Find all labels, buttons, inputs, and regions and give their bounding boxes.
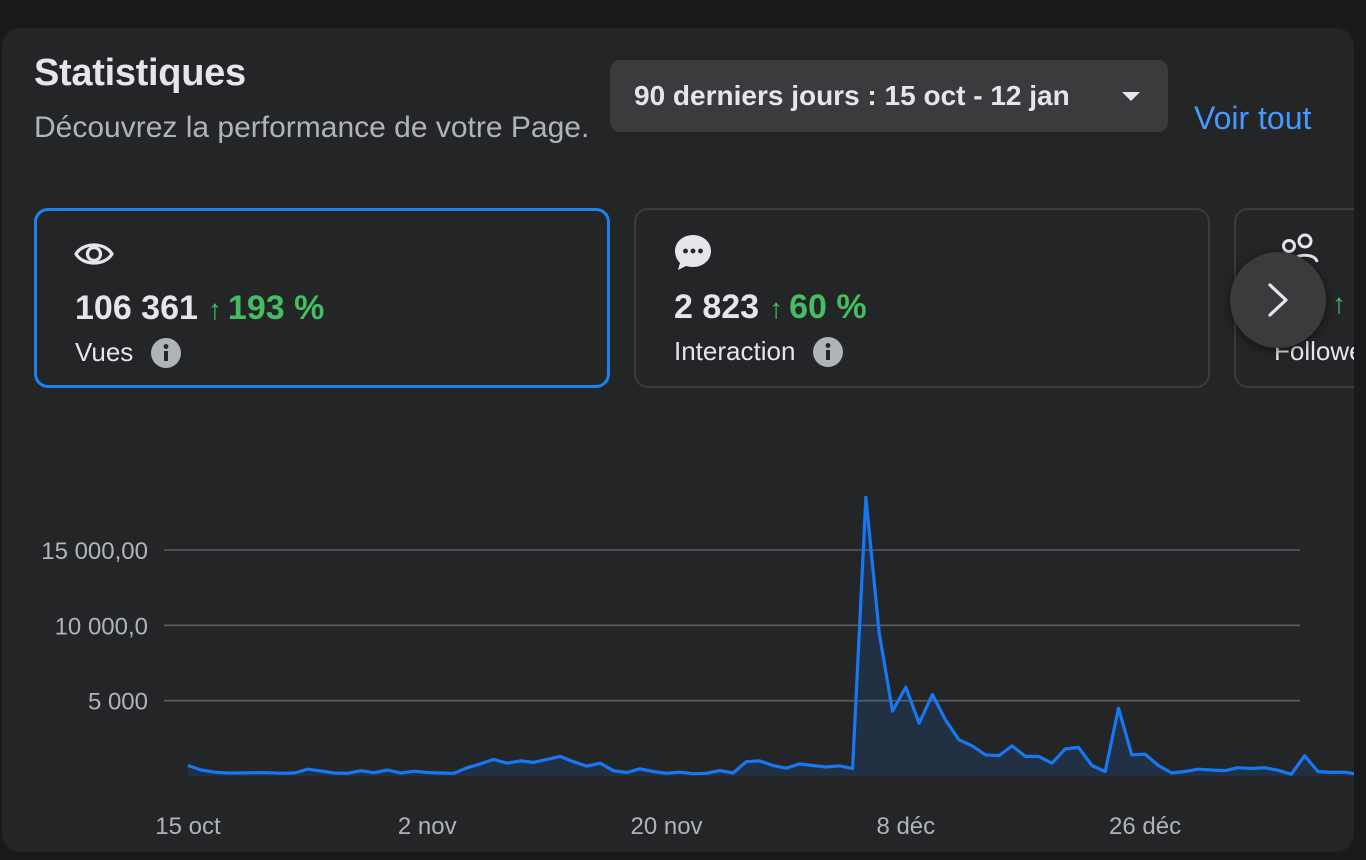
- date-range-label: 90 derniers jours : 15 oct - 12 jan: [634, 80, 1070, 111]
- info-icon[interactable]: [151, 337, 182, 368]
- metric-value-row: 2 823 ↑ 60 %: [674, 288, 867, 327]
- page-subtitle: Découvrez la performance de votre Page.: [34, 111, 590, 144]
- views-area-fill: [188, 497, 1354, 776]
- chat-bubble-icon: [675, 235, 711, 270]
- y-tick-label: 10 000,0: [55, 613, 148, 640]
- date-range-dropdown[interactable]: 90 derniers jours : 15 oct - 12 jan: [610, 60, 1168, 132]
- metric-label-row: Interaction: [674, 336, 844, 367]
- caret-down-icon: [1122, 92, 1140, 101]
- y-axis-ticks: 15 000,00 10 000,0 5 000: [41, 538, 148, 716]
- metric-label: Interaction: [674, 336, 796, 366]
- views-line: [187, 495, 1354, 776]
- x-axis-ticks: 15 oct 2 nov 20 nov 8 déc 26 déc: [155, 813, 1181, 840]
- y-tick-label: 15 000,00: [41, 538, 148, 565]
- info-icon[interactable]: [813, 336, 844, 367]
- metric-label-row: Vues: [75, 337, 182, 368]
- y-tick-label: 5 000: [88, 689, 148, 716]
- metric-card-views[interactable]: 106 361 ↑ 193 % Vues: [34, 208, 610, 388]
- x-tick-label: 8 déc: [876, 813, 935, 840]
- metric-value-row: ↑: [1322, 288, 1346, 320]
- chart-grid: [164, 549, 1300, 702]
- x-tick-label: 20 nov: [631, 813, 703, 840]
- x-tick-label: 26 déc: [1109, 813, 1181, 840]
- metric-value-row: 106 361 ↑ 193 %: [75, 289, 324, 328]
- carousel-next-button[interactable]: [1230, 252, 1326, 348]
- metric-value: 2 823: [674, 288, 760, 326]
- arrow-up-icon: ↑: [1332, 288, 1346, 319]
- see-all-link[interactable]: Voir tout: [1194, 100, 1312, 136]
- chevron-right-icon: [1268, 283, 1288, 317]
- metric-change: 60 %: [789, 288, 867, 326]
- arrow-up-icon: ↑: [769, 293, 784, 324]
- arrow-up-icon: ↑: [207, 294, 222, 325]
- metric-change: 193 %: [227, 289, 325, 327]
- x-tick-label: 2 nov: [398, 813, 457, 840]
- metric-card-interaction[interactable]: 2 823 ↑ 60 % Interaction: [634, 208, 1210, 388]
- eye-icon: [74, 243, 114, 265]
- x-tick-label: 15 oct: [155, 813, 221, 840]
- metric-value: 106 361: [75, 289, 198, 327]
- views-line-chart: 15 000,00 10 000,0 5 000 15 oct 2 nov 20 nov…: [41, 495, 1354, 840]
- statistics-panel: Statistiques Découvrez la performance de…: [2, 28, 1354, 852]
- page-title: Statistiques: [34, 52, 246, 94]
- metric-label: Vues: [75, 337, 134, 367]
